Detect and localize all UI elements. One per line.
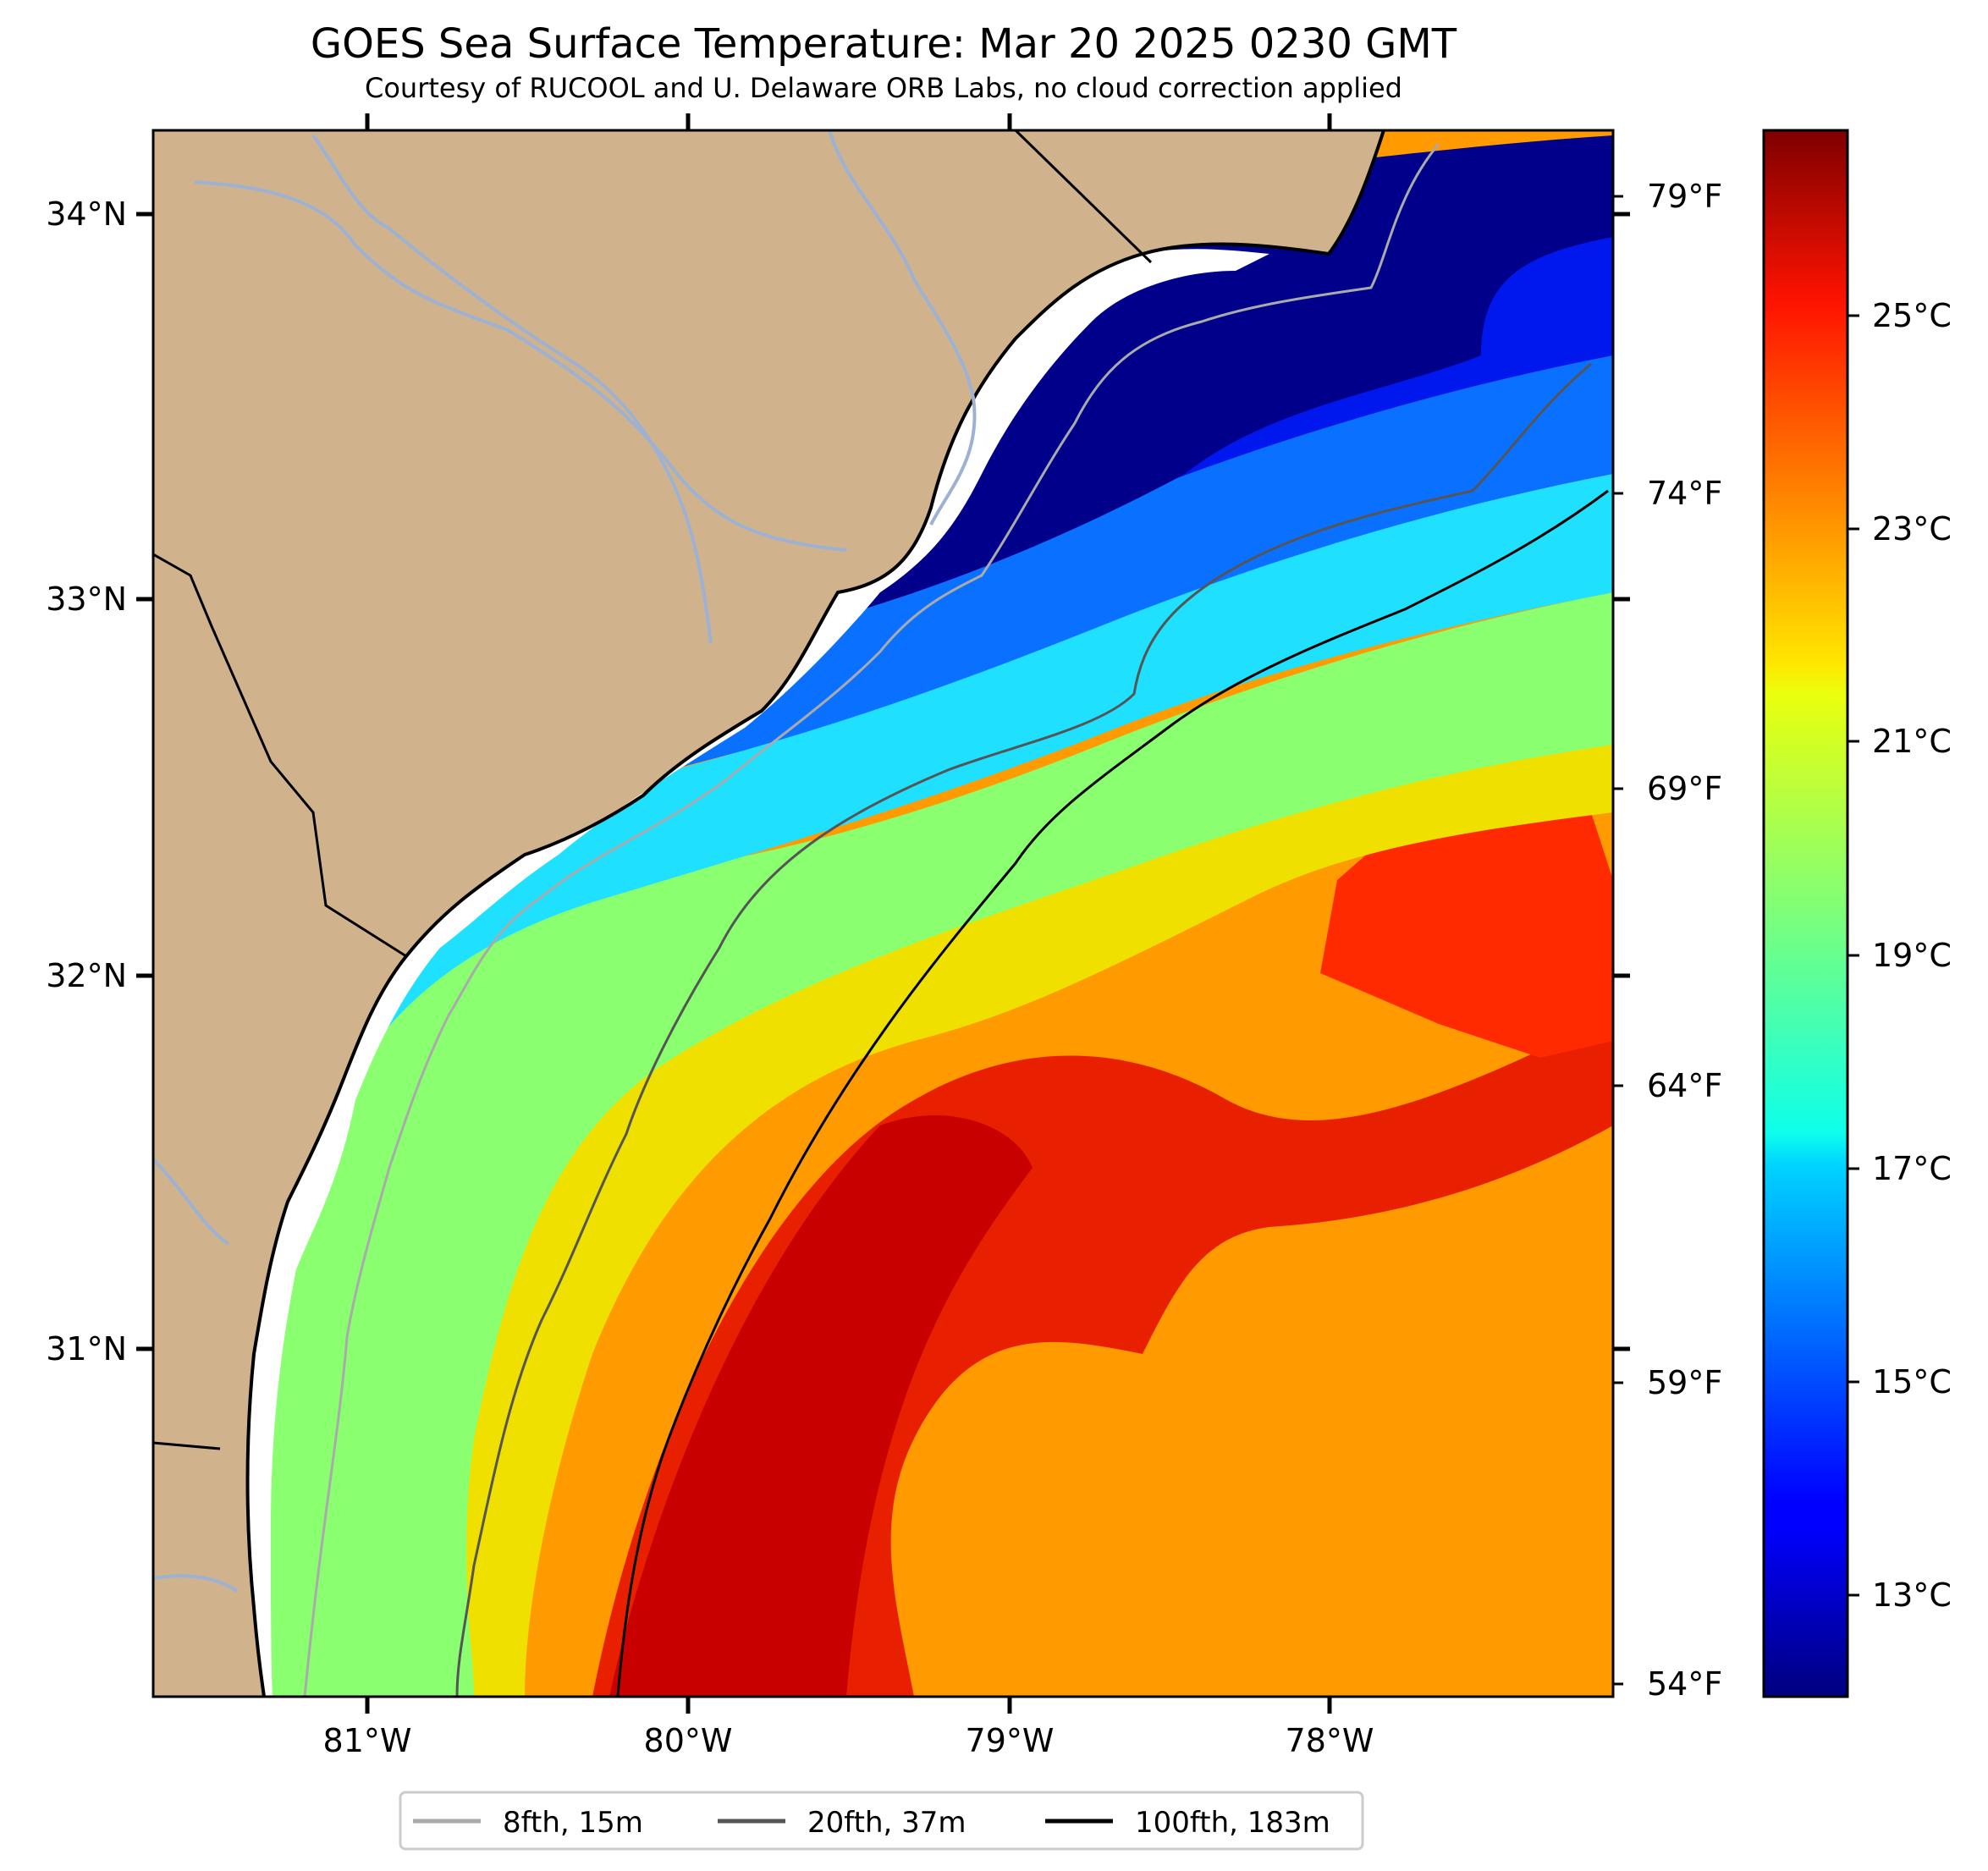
fahrenheit-label: 74°F	[1647, 475, 1722, 512]
colorbar-label: 21°C	[1872, 723, 1952, 760]
sst-lightblue-band	[153, 254, 1613, 1269]
colorbar-label: 19°C	[1872, 937, 1952, 974]
legend-label: 8fth, 15m	[503, 1806, 643, 1840]
state-border-nc-sc	[1014, 130, 1153, 264]
river	[311, 134, 713, 644]
colorbar-label: 23°C	[1872, 510, 1952, 548]
colorbar-label: 25°C	[1872, 297, 1952, 334]
legend-label: 20fth, 37m	[807, 1806, 966, 1840]
coastline	[245, 130, 1385, 1697]
chart-title: GOES Sea Surface Temperature: Mar 20 202…	[311, 20, 1457, 68]
sst-map	[153, 130, 1613, 1697]
fahrenheit-label: 79°F	[1647, 178, 1722, 215]
lon-label: 80°W	[644, 1722, 733, 1759]
sst-green-band	[153, 592, 1613, 1697]
colorbar-label: 15°C	[1872, 1363, 1952, 1400]
colorbar-label: 17°C	[1872, 1150, 1952, 1187]
isobath-15m	[303, 143, 1440, 1697]
lon-label: 79°W	[966, 1722, 1055, 1759]
lat-label: 32°N	[46, 957, 127, 994]
legend: 8fth, 15m 20fth, 37m 100fth, 183m	[399, 1791, 1364, 1851]
fahrenheit-label: 69°F	[1647, 770, 1722, 807]
isobath-183m	[616, 489, 1609, 1697]
lat-label: 31°N	[46, 1330, 127, 1367]
lon-label: 81°W	[323, 1722, 412, 1759]
legend-box	[399, 1791, 1364, 1851]
land-mass	[153, 130, 1384, 1697]
colorbar: 25°C 23°C 21°C 19°C 17°C 15°C 13°C	[1762, 129, 1952, 1698]
river	[828, 130, 977, 526]
lat-label: 34°N	[46, 195, 127, 233]
isobath-37m	[455, 362, 1592, 1697]
river	[194, 180, 847, 552]
warm-patch-ne	[1320, 812, 1613, 1058]
colorbar-gradient	[1762, 129, 1849, 1698]
lon-label: 78°W	[1286, 1722, 1374, 1759]
lat-label: 33°N	[46, 581, 127, 618]
state-border-sc-ga	[153, 553, 407, 958]
fahrenheit-axis: 79°F 74°F 69°F 64°F 59°F 54°F	[1613, 178, 1722, 1703]
fahrenheit-label: 54°F	[1647, 1665, 1722, 1703]
fahrenheit-label: 59°F	[1647, 1364, 1722, 1401]
river	[153, 1158, 239, 1593]
fahrenheit-label: 64°F	[1647, 1067, 1722, 1104]
map-frame	[151, 129, 1615, 1698]
axis-ticks	[136, 113, 1630, 1714]
legend-label: 100fth, 183m	[1135, 1806, 1330, 1840]
state-border-ga-fl	[153, 1441, 221, 1450]
sst-cyan-band	[153, 474, 1613, 1697]
chart-subtitle: Courtesy of RUCOOL and U. Delaware ORB L…	[365, 72, 1402, 104]
gulf-stream-dark	[609, 1115, 1033, 1697]
colorbar-label: 13°C	[1872, 1577, 1952, 1614]
